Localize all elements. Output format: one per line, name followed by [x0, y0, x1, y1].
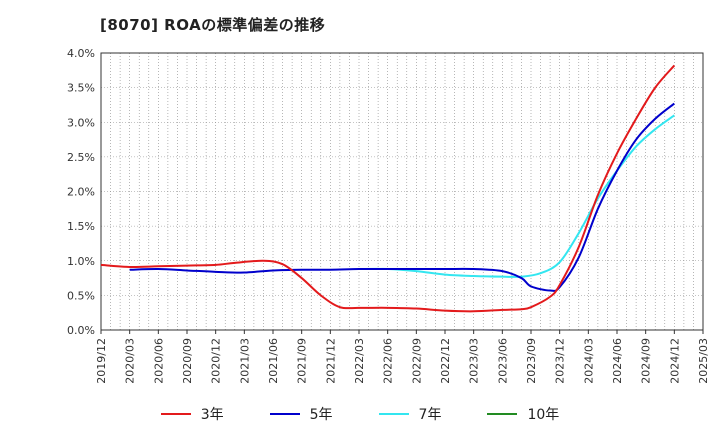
- legend-label: 3年: [200, 407, 224, 423]
- y-tick-label: 0.5%: [67, 289, 95, 302]
- legend-swatch: [269, 413, 300, 415]
- x-tick-label: 2021/09: [296, 338, 309, 384]
- legend-label: 5年: [309, 407, 333, 423]
- x-tick-label: 2022/06: [382, 338, 395, 384]
- series-line-2: [129, 102, 675, 292]
- legend-swatch: [160, 413, 191, 415]
- x-tick-label: 2024/09: [640, 338, 653, 384]
- legend-swatch: [378, 413, 409, 415]
- x-tick-label: 2023/12: [554, 338, 567, 384]
- series-line-1: [100, 64, 676, 313]
- x-tick-label: 2023/09: [525, 338, 538, 384]
- x-tick-label: 2024/03: [582, 338, 595, 384]
- x-tick-label: 2020/12: [210, 338, 223, 384]
- legend-label: 7年: [418, 407, 442, 423]
- axes: 0.0% 0.5% 1.0% 1.5% 2.0% 2.5% 3.0% 3.5% 4.0% 2019…: [67, 47, 710, 384]
- y-tick-label: 1.5%: [67, 220, 95, 233]
- y-tick-label: 1.0%: [67, 255, 95, 268]
- x-tick-label: 2024/12: [668, 338, 681, 384]
- series-lines: [100, 64, 676, 313]
- legend-item: 10年: [487, 404, 559, 424]
- grid: [100, 52, 704, 331]
- x-tick-label: 2022/03: [353, 338, 366, 384]
- legend-swatch: [487, 413, 518, 415]
- x-tick-label: 2022/09: [410, 338, 423, 384]
- y-tick-label: 4.0%: [67, 47, 95, 60]
- x-tick-label: 2025/03: [697, 338, 710, 384]
- y-tick-label: 2.5%: [67, 151, 95, 164]
- y-tick-label: 0.0%: [67, 324, 95, 337]
- y-tick-label: 2.0%: [67, 186, 95, 199]
- x-tick-label: 2023/03: [468, 338, 481, 384]
- x-tick-label: 2023/06: [496, 338, 509, 384]
- x-tick-label: 2021/12: [324, 338, 337, 384]
- series-line-3: [358, 114, 675, 278]
- plot-frame: [100, 52, 704, 331]
- legend-item: 3年: [160, 404, 224, 424]
- y-tick-label: 3.0%: [67, 116, 95, 129]
- legend-label: 10年: [527, 407, 560, 423]
- x-tick-label: 2020/03: [124, 338, 137, 384]
- x-tick-label: 2019/12: [95, 338, 108, 384]
- legend-item: 5年: [269, 404, 333, 424]
- x-tick-label: 2020/06: [152, 338, 165, 384]
- chart-title: [8070] ROAの標準偏差の推移: [100, 16, 326, 34]
- x-tick-label: 2021/06: [267, 338, 280, 384]
- legend-item: 7年: [378, 404, 442, 424]
- x-tick-label: 2021/03: [238, 338, 251, 384]
- x-tick-label: 2020/09: [181, 338, 194, 384]
- x-tick-label: 2022/12: [439, 338, 452, 384]
- x-tick-label: 2024/06: [611, 338, 624, 384]
- legend: 3年 5年 7年 10年: [0, 404, 720, 424]
- y-tick-label: 3.5%: [67, 82, 95, 95]
